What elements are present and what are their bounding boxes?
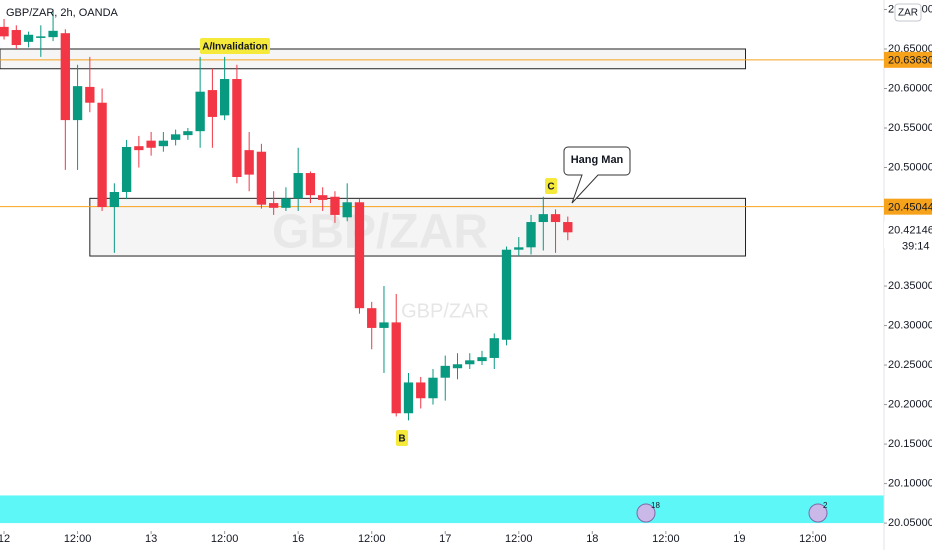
candle-body: [85, 86, 95, 103]
candle-body: [428, 377, 438, 399]
price-axis-bg: [884, 0, 932, 550]
annotation-bg: [200, 38, 270, 54]
candle-body: [170, 134, 181, 140]
annotation-bg: [396, 430, 408, 446]
candle-body: [72, 86, 83, 121]
candle-body: [36, 36, 46, 38]
candle-body: [146, 140, 156, 148]
candle-body: [183, 131, 193, 136]
candle-body: [158, 140, 169, 147]
candle-body: [293, 173, 303, 199]
x-tick-label: 17: [439, 533, 451, 545]
price-label: 20.45044: [888, 202, 932, 214]
y-tick-label: 20.50000: [888, 161, 932, 173]
y-tick-label: 20.35000: [888, 280, 932, 292]
candle-body: [219, 79, 230, 116]
candle-body: [97, 102, 107, 208]
watermark-small: GBP/ZAR: [401, 300, 489, 322]
event-count: 18: [651, 501, 660, 510]
annotation-bg: [545, 178, 557, 194]
candle-body: [269, 203, 279, 208]
x-tick-label: 19: [733, 533, 745, 545]
x-tick-label: 12:00: [505, 533, 533, 545]
zone: [89, 197, 747, 257]
annotation-label: C: [547, 182, 554, 193]
candle-body: [354, 202, 365, 309]
price-label-bg: [884, 198, 932, 215]
y-tick-label: 20.10000: [888, 477, 932, 489]
x-tick-label: 12:00: [799, 533, 827, 545]
candle-body: [195, 91, 205, 132]
x-tick-label: 12:00: [64, 533, 92, 545]
candle-body: [477, 357, 487, 362]
candle-body: [501, 249, 512, 340]
x-tick-label: 16: [292, 533, 304, 545]
price-label-bg: [884, 51, 932, 68]
last-price-bg: [884, 221, 932, 249]
candle-body: [109, 192, 120, 208]
candle-body: [452, 364, 463, 369]
candle-body: [538, 214, 548, 223]
x-tick-label: 12:00: [652, 533, 680, 545]
y-tick-label: 20.20000: [888, 398, 932, 410]
event-icon: [636, 503, 656, 523]
candle-body: [440, 365, 450, 378]
last-price-label: 20.42146: [888, 224, 932, 236]
candle-body: [489, 338, 499, 358]
event-count: 2: [823, 501, 828, 510]
candle-body: [232, 79, 242, 177]
y-tick-label: 20.15000: [888, 438, 932, 450]
candle-body: [526, 222, 536, 248]
candle-body: [256, 151, 267, 205]
candle-body: [367, 308, 377, 328]
currency-button[interactable]: [894, 3, 922, 22]
candle-body: [121, 146, 132, 193]
candle-body: [244, 150, 254, 175]
candle-body: [11, 30, 21, 46]
watermark: GBP/ZAR: [272, 206, 488, 259]
candle-body: [563, 222, 573, 233]
y-tick-label: 20.55000: [888, 122, 932, 134]
x-tick-label: 12: [0, 533, 10, 545]
candle-body: [342, 202, 352, 218]
candle-body: [207, 90, 218, 117]
candle-body: [0, 26, 9, 37]
candle-body: [23, 34, 34, 42]
candle-body: [403, 382, 414, 414]
y-tick-label: 20.05000: [888, 517, 932, 529]
countdown-label: 39:14: [902, 240, 930, 252]
candle-body: [305, 173, 316, 196]
chart-title: GBP/ZAR, 2h, OANDA: [6, 7, 119, 19]
annotation-label: B: [398, 434, 405, 445]
candle-body: [514, 247, 524, 250]
x-tick-label: 13: [145, 533, 157, 545]
candle-body: [391, 322, 401, 414]
callout-label: Hang Man: [571, 154, 624, 166]
x-tick-label: 12:00: [358, 533, 386, 545]
event-icon: [808, 503, 828, 523]
callout-bubble: [563, 146, 631, 204]
candle-body: [465, 360, 475, 365]
candle-body: [318, 195, 328, 200]
annotation-label: A/Invalidation: [202, 42, 268, 53]
highlight-band: [0, 495, 884, 524]
candle-body: [550, 214, 561, 223]
candle-body: [416, 382, 426, 399]
candle-body: [60, 33, 70, 121]
y-tick-label: 20.25000: [888, 359, 932, 371]
candle-body: [134, 146, 144, 151]
candle-body: [379, 322, 389, 328]
x-tick-label: 18: [586, 533, 598, 545]
zone: [0, 48, 747, 70]
currency-label: ZAR: [898, 8, 918, 19]
candle-body: [281, 198, 291, 208]
y-tick-label: 20.30000: [888, 319, 932, 331]
candle-body: [48, 30, 58, 38]
price-label: 20.63630: [888, 55, 932, 67]
candle-body: [330, 196, 340, 215]
x-tick-label: 12:00: [211, 533, 239, 545]
y-tick-label: 20.60000: [888, 82, 932, 94]
